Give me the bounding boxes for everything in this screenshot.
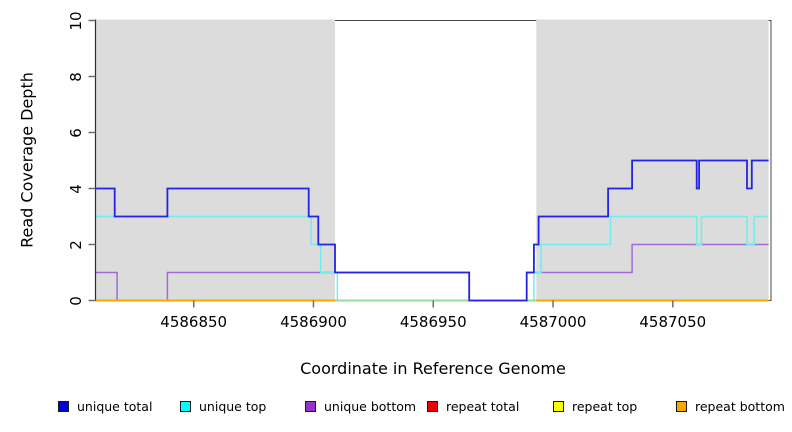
x-tick-label-4586850: 4586850 (160, 313, 228, 331)
legend-swatch-repeat-bottom (676, 400, 687, 412)
masked-regions (95, 19, 769, 301)
legend-item-repeat-top: repeat top (553, 398, 638, 414)
y-tick-label-0: 0 (67, 295, 85, 306)
legend-swatch-repeat-total (427, 400, 438, 412)
x-tick-label-4586900: 4586900 (280, 313, 347, 331)
legend-label: unique top (199, 398, 267, 414)
legend-item-repeat-bottom: repeat bottom (676, 398, 785, 414)
series-line-unique-top (95, 215, 769, 302)
series-lines (95, 159, 769, 302)
x-tick-label-4587050: 4587050 (639, 313, 707, 331)
x-tick-label-4586950: 4586950 (399, 313, 467, 331)
legend-label: repeat top (572, 398, 638, 414)
y-tick-label-6: 6 (67, 127, 85, 138)
legend-swatch-unique-top (180, 400, 191, 412)
y-tick-label-4: 4 (67, 183, 85, 194)
legend-label: unique total (77, 398, 153, 414)
legend-item-unique-top: unique top (180, 398, 267, 414)
legend-item-repeat-total: repeat total (427, 398, 520, 414)
legend-label: repeat total (446, 398, 520, 414)
y-tick-label-10: 10 (67, 10, 85, 31)
legend-item-unique-bottom: unique bottom (305, 398, 417, 414)
series-line-unique-total (95, 159, 769, 302)
y-axis-title: Read Coverage Depth (17, 72, 37, 248)
legend-swatch-unique-bottom (305, 400, 316, 412)
y-tick-label-2: 2 (67, 239, 85, 250)
legend-label: unique bottom (324, 398, 417, 414)
legend-label: repeat bottom (695, 398, 785, 414)
y-tick-label-8: 8 (67, 71, 85, 82)
legend-swatch-repeat-top (553, 400, 564, 412)
legend-swatch-unique-total (58, 400, 69, 412)
x-tick-label-4587000: 4587000 (519, 313, 587, 331)
masked-region-1 (95, 19, 336, 301)
x-axis-title: Coordinate in Reference Genome (300, 359, 566, 378)
legend-item-unique-total: unique total (58, 398, 153, 414)
axes-and-ticks (88, 19, 674, 308)
